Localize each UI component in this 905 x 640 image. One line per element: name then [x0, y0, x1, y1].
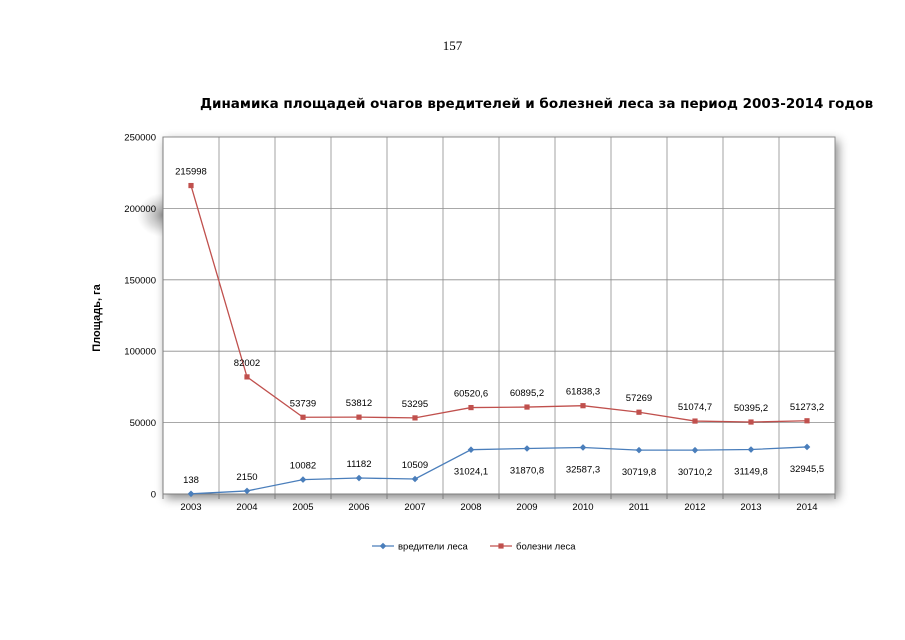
- y-tick-label: 0: [151, 490, 156, 501]
- data-label: 10509: [402, 460, 428, 471]
- data-label: 53739: [290, 398, 316, 409]
- data-point: [804, 418, 810, 424]
- x-tick-label: 2009: [516, 502, 537, 513]
- data-point: [579, 444, 587, 451]
- x-tick-label: 2014: [796, 502, 817, 513]
- data-point: [188, 182, 194, 189]
- data-label: 30710,2: [678, 467, 712, 478]
- data-label: 30719,8: [622, 467, 656, 478]
- axes: 0 50000 100000 150000 200000 250000 2003 2004 20…: [124, 133, 836, 513]
- y-axis-label: Площадь, га: [91, 283, 103, 351]
- data-point: [411, 475, 419, 483]
- data-point: [524, 404, 530, 410]
- x-tick-label: 2004: [236, 502, 257, 513]
- data-point: [244, 374, 250, 380]
- data-point: [412, 415, 418, 421]
- x-tick-label: 2008: [460, 502, 481, 513]
- x-tick-label: 2011: [629, 502, 649, 513]
- data-label: 31149,8: [734, 467, 768, 478]
- series-layer: [187, 182, 811, 498]
- y-tick-label: 150000: [124, 275, 156, 286]
- y-tick-label: 100000: [124, 347, 156, 358]
- data-label: 32587,3: [566, 464, 600, 475]
- data-label: 50395,2: [734, 403, 768, 414]
- data-point: [691, 446, 699, 454]
- data-label: 32945,5: [790, 464, 824, 475]
- data-labels: 215998 82002 53739 53812 53295 60520,6 60895,2…: [175, 167, 824, 486]
- data-label: 51273,2: [790, 402, 824, 413]
- data-point: [523, 445, 531, 452]
- legend-entry: болезни леса: [516, 542, 576, 553]
- x-tick-label: 2013: [740, 502, 761, 513]
- x-tick-label: 2005: [292, 502, 313, 513]
- legend: вредители леса болезни леса: [372, 542, 576, 553]
- data-label: 138: [183, 475, 199, 486]
- data-label: 57269: [626, 393, 652, 404]
- data-label: 51074,7: [678, 402, 712, 413]
- legend-marker: [379, 542, 387, 550]
- data-point: [468, 404, 474, 411]
- series-line: [190, 185, 808, 423]
- x-tick-label: 2010: [572, 502, 593, 513]
- data-point: [803, 443, 811, 451]
- data-label: 10082: [290, 461, 316, 472]
- data-label: 60520,6: [454, 389, 488, 400]
- chart-title: Динамика площадей очагов вредителей и бо…: [200, 96, 874, 112]
- y-tick-label: 250000: [124, 133, 156, 144]
- x-tick-label: 2007: [404, 502, 425, 513]
- y-tick-label: 50000: [130, 418, 156, 429]
- data-point: [748, 419, 754, 425]
- data-point: [299, 476, 307, 483]
- y-tick-label: 200000: [124, 204, 156, 215]
- data-label: 31870,8: [510, 465, 544, 476]
- data-point: [467, 446, 475, 453]
- data-label: 215998: [175, 167, 207, 178]
- data-point: [355, 474, 363, 482]
- legend-entry: вредители леса: [398, 542, 469, 553]
- data-label: 11182: [346, 459, 371, 470]
- x-tick-label: 2012: [684, 502, 705, 513]
- data-point: [187, 490, 195, 498]
- data-point: [747, 446, 755, 453]
- data-point: [300, 414, 306, 420]
- x-tick-label: 2006: [348, 502, 369, 513]
- data-label: 61838,3: [566, 387, 600, 398]
- gridlines: [163, 136, 835, 494]
- data-point: [635, 446, 643, 454]
- data-point: [580, 403, 586, 409]
- data-label: 53295: [402, 399, 428, 410]
- data-label: 53812: [346, 398, 372, 409]
- data-point: [356, 414, 362, 420]
- data-point: [692, 418, 698, 424]
- data-label: 60895,2: [510, 388, 544, 399]
- x-tick-label: 2003: [180, 502, 201, 513]
- data-label: 2150: [236, 472, 257, 483]
- page-number: 157: [442, 38, 463, 53]
- data-point: [636, 409, 642, 415]
- data-label: 31024,1: [454, 467, 488, 478]
- data-point: [243, 487, 251, 495]
- data-label: 82002: [234, 358, 260, 369]
- series-line: [190, 446, 808, 495]
- legend-marker: [498, 543, 504, 549]
